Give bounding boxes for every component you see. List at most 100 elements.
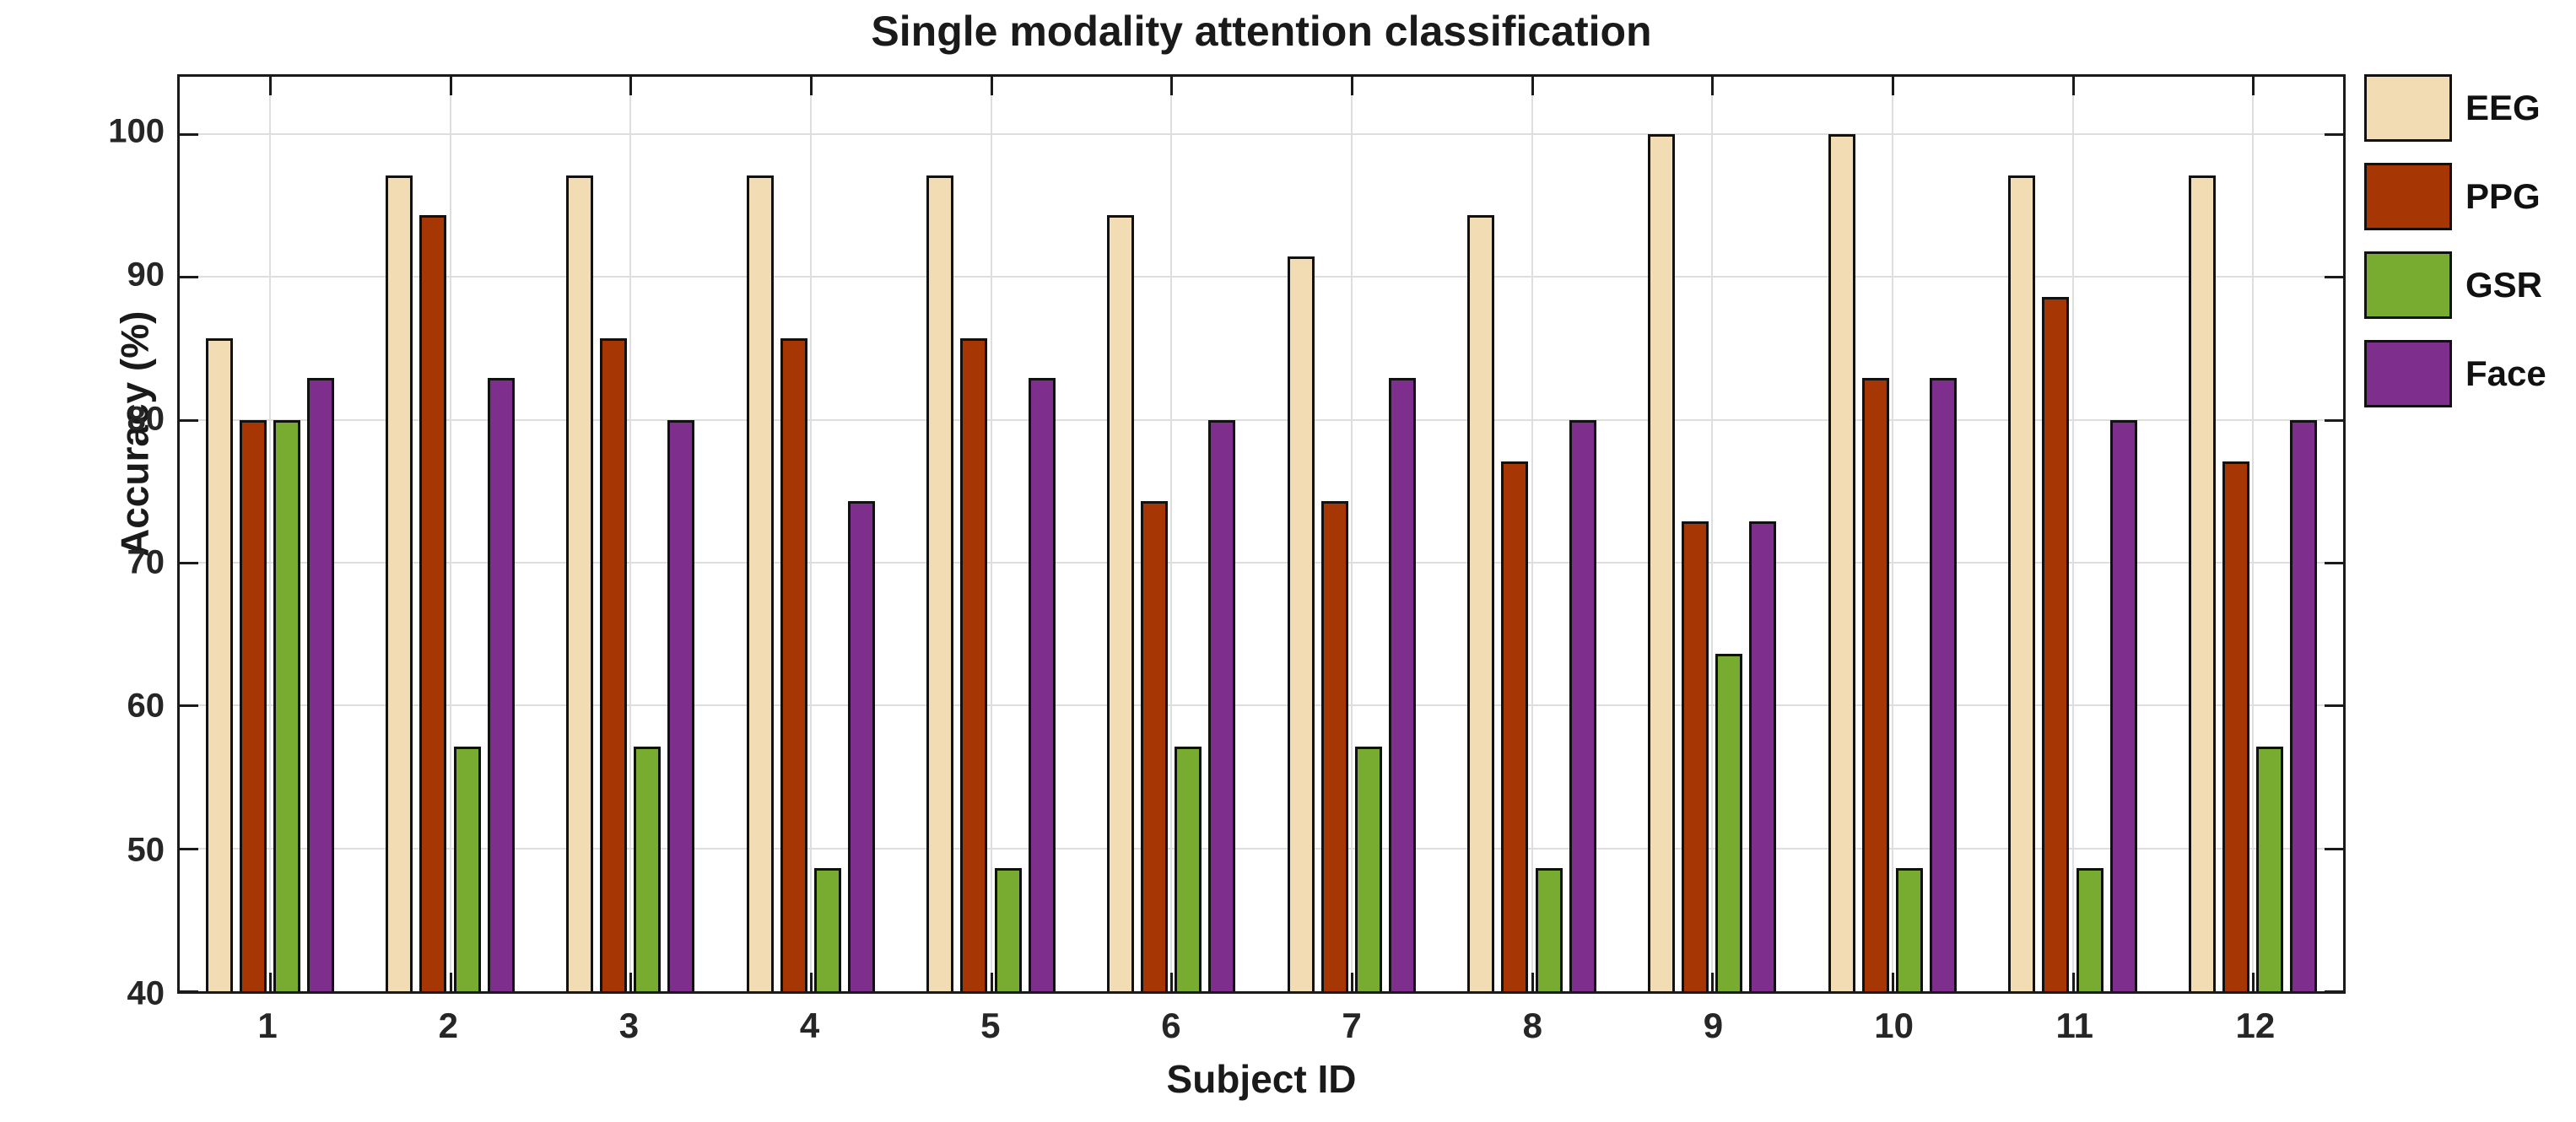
bar-face-subject-6 [1208,419,1236,991]
bar-face-subject-2 [487,378,515,991]
bar-group [2163,77,2343,991]
legend-swatch-face [2364,340,2452,407]
bar-eeg-subject-11 [2008,175,2036,991]
bar-face-subject-12 [2290,419,2318,991]
legend-swatch-gsr [2364,251,2452,319]
x-tick-label: 10 [1874,1006,1914,1045]
legend-item-gsr: GSR [2364,251,2546,319]
y-gridline [180,418,2343,421]
legend-swatch-eeg [2364,74,2452,142]
bar-gsr-subject-3 [634,747,662,991]
bar-eeg-subject-1 [205,337,233,991]
bar-ppg-subject-3 [600,337,628,991]
bar-eeg-subject-9 [1647,133,1675,991]
x-tick-label: 1 [257,1006,278,1045]
bar-group-inner [1828,77,1958,991]
x-tick-label: 2 [438,1006,458,1045]
bar-face-subject-7 [1389,378,1417,991]
legend-item-face: Face [2364,340,2546,407]
y-tick-label: 80 [127,400,165,438]
x-tick-mark-bottom [629,973,633,991]
bar-ppg-subject-11 [2042,296,2070,991]
x-tick-mark-bottom [1891,973,1894,991]
y-tick-mark-right [2325,561,2343,564]
legend-label-gsr: GSR [2465,265,2543,305]
bar-eeg-subject-10 [1828,133,1855,991]
y-gridline [180,132,2343,135]
x-tick-mark-top [629,77,633,95]
x-tick-mark-bottom [1170,973,1174,991]
bar-gsr-subject-7 [1354,747,1382,991]
y-tick-label: 70 [127,543,165,581]
bar-ppg-subject-9 [1682,521,1709,991]
plot-area [177,74,2346,994]
x-gridline [809,77,812,991]
x-gridline [2071,77,2074,991]
y-tick-label: 100 [108,112,165,150]
bar-group-inner [386,77,515,991]
bar-gsr-subject-5 [994,868,1022,991]
x-tick-mark-top [809,77,813,95]
y-tick-mark-left [180,990,198,993]
bar-group-inner [1647,77,1777,991]
bar-eeg-subject-4 [746,175,774,991]
x-tick-mark-bottom [990,973,993,991]
bar-group-inner [2188,77,2318,991]
x-gridline [268,77,271,991]
x-gridline [1711,77,1714,991]
x-tick-label: 5 [980,1006,1001,1045]
bar-gsr-subject-11 [2076,868,2103,991]
x-tick-mark-top [990,77,993,95]
x-gridline [1891,77,1893,991]
bar-group-inner [205,77,335,991]
x-tick-mark-bottom [2252,973,2255,991]
bar-gsr-subject-8 [1535,868,1563,991]
y-tick-mark-left [180,276,198,279]
y-tick-mark-left [180,847,198,850]
y-gridline [180,704,2343,707]
x-tick-mark-bottom [268,973,272,991]
bar-group [901,77,1082,991]
x-tick-label: 6 [1161,1006,1181,1045]
y-tick-label: 60 [127,687,165,725]
bar-ppg-subject-8 [1501,461,1529,991]
y-tick-mark-right [2325,990,2343,993]
bar-face-subject-5 [1028,378,1056,991]
bar-group [180,77,360,991]
legend-swatch-ppg [2364,163,2452,230]
bar-ppg-subject-5 [960,337,988,991]
x-gridline [1350,77,1353,991]
y-tick-label: 50 [127,831,165,869]
bar-group [540,77,721,991]
x-tick-mark-top [2071,77,2075,95]
x-tick-label: 12 [2235,1006,2276,1045]
x-tick-mark-bottom [1531,973,1534,991]
bar-group [1261,77,1442,991]
bar-group [360,77,541,991]
bar-ppg-subject-1 [239,419,267,991]
bar-face-subject-9 [1749,521,1777,991]
bar-ppg-subject-6 [1141,501,1169,991]
x-tick-mark-bottom [2071,973,2075,991]
y-tick-label: 90 [127,256,165,294]
bar-gsr-subject-1 [273,419,300,991]
x-tick-label: 4 [799,1006,820,1045]
bar-group-inner [746,77,876,991]
bar-face-subject-8 [1569,419,1596,991]
x-tick-mark-bottom [809,973,813,991]
x-tick-mark-top [1711,77,1715,95]
y-tick-mark-right [2325,276,2343,279]
bar-eeg-subject-6 [1106,215,1134,991]
bar-eeg-subject-12 [2188,175,2216,991]
x-tick-label: 7 [1342,1006,1362,1045]
x-gridline [629,77,632,991]
bar-group-inner [1106,77,1236,991]
y-tick-label: 40 [127,974,165,1012]
bar-group-inner [926,77,1056,991]
bar-face-subject-3 [667,419,695,991]
x-gridline [990,77,992,991]
bar-group [1802,77,1983,991]
bar-eeg-subject-8 [1467,215,1495,991]
bar-group-inner [2008,77,2137,991]
